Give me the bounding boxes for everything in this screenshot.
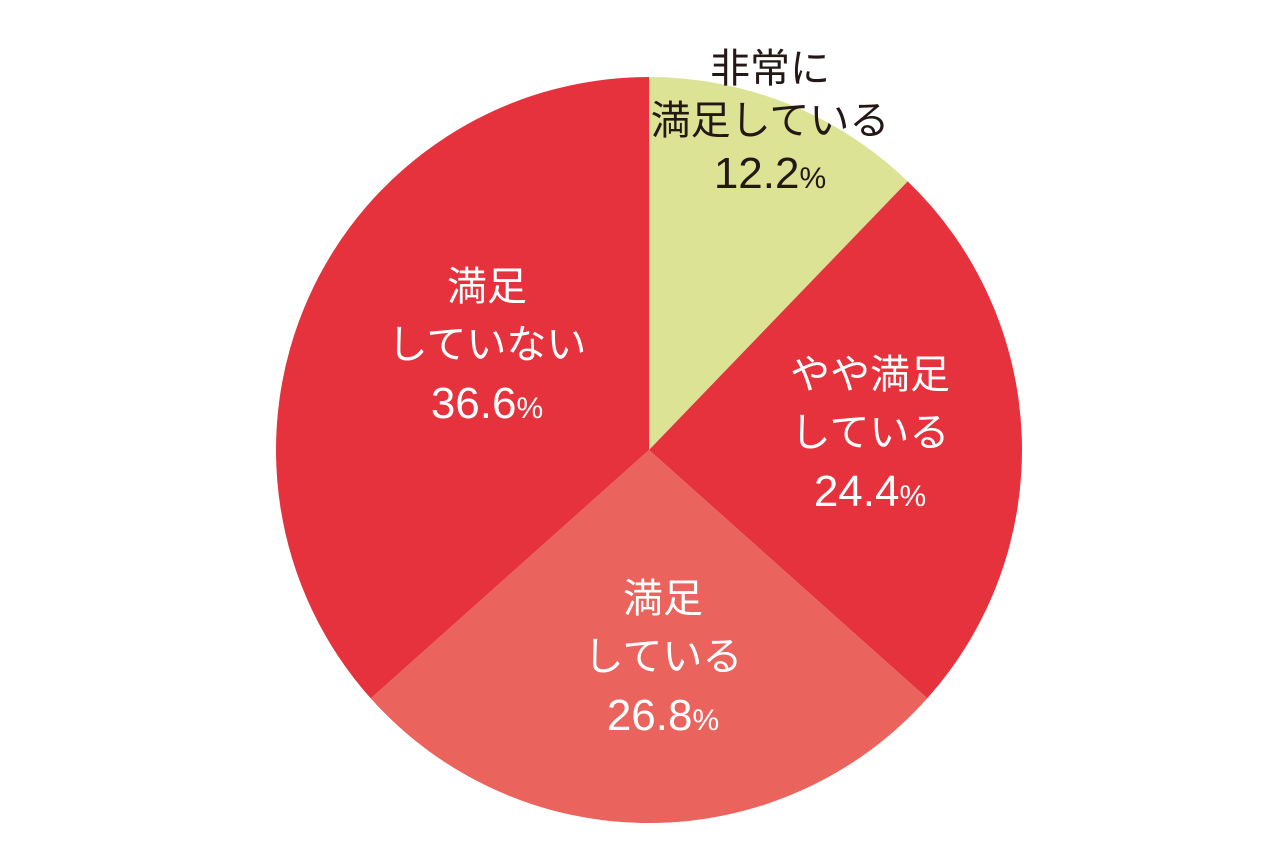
slice-data-label: 26.8% [607, 691, 719, 740]
slice-label: 満足 [447, 264, 527, 310]
pie-slices [275, 77, 1023, 824]
pie-slice [275, 77, 649, 699]
slice-label: 満足 [623, 576, 703, 622]
slice-unit: % [799, 162, 826, 195]
slice-label: やや満足 [790, 352, 950, 398]
slice-data-label: 12.2% [714, 149, 826, 198]
slice-value: 12.2 [714, 149, 800, 198]
slice-data-label: 24.4% [814, 467, 926, 516]
slice-label: 非常に [710, 46, 830, 92]
slice-label: している [584, 634, 743, 680]
slice-value: 24.4 [814, 467, 900, 516]
slice-unit: % [692, 704, 719, 737]
slice-unit: % [516, 392, 543, 425]
slice-label: 満足している [651, 98, 890, 144]
pie-labels: 非常に満足している12.2%やや満足している24.4%満足している26.8%満足… [388, 46, 950, 740]
pie-slice [370, 450, 928, 824]
pie-slice [649, 181, 1023, 699]
slice-label: している [791, 410, 950, 456]
slice-value: 36.6 [431, 379, 517, 428]
slice-label: していない [388, 322, 587, 368]
slice-unit: % [899, 480, 926, 513]
slice-data-label: 36.6% [431, 379, 543, 428]
pie-slice [649, 77, 908, 450]
slice-value: 26.8 [607, 691, 693, 740]
